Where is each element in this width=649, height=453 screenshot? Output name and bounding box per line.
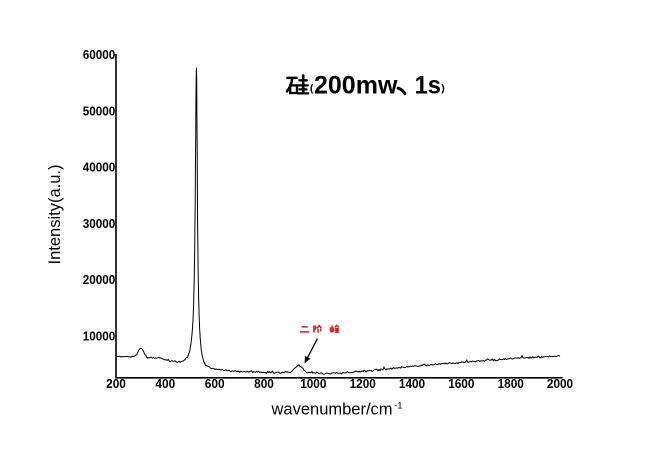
svg-text:1000: 1000 — [300, 376, 326, 391]
svg-text:400: 400 — [155, 376, 175, 391]
svg-text:10000: 10000 — [83, 329, 116, 344]
svg-text:Intensity(a.u.): Intensity(a.u.) — [46, 165, 64, 265]
svg-text:1400: 1400 — [399, 376, 425, 391]
svg-text:): ) — [441, 83, 445, 95]
svg-text:200mw: 200mw — [314, 71, 398, 99]
svg-text:1200: 1200 — [350, 376, 376, 391]
svg-text:wavenumber/cm-1: wavenumber/cm -1 — [271, 400, 403, 418]
svg-text:60000: 60000 — [83, 47, 116, 62]
svg-text:(: ( — [310, 83, 314, 95]
svg-text:20000: 20000 — [83, 272, 116, 287]
svg-text:800: 800 — [254, 376, 274, 391]
svg-text:1800: 1800 — [498, 376, 524, 391]
svg-text:200: 200 — [106, 376, 126, 391]
svg-text:2000: 2000 — [547, 376, 573, 391]
svg-text:50000: 50000 — [83, 103, 116, 118]
svg-text:40000: 40000 — [83, 160, 116, 175]
svg-text:1600: 1600 — [448, 376, 474, 391]
svg-text:1s: 1s — [415, 71, 441, 99]
svg-text:600: 600 — [205, 376, 225, 391]
svg-text:30000: 30000 — [83, 216, 116, 231]
